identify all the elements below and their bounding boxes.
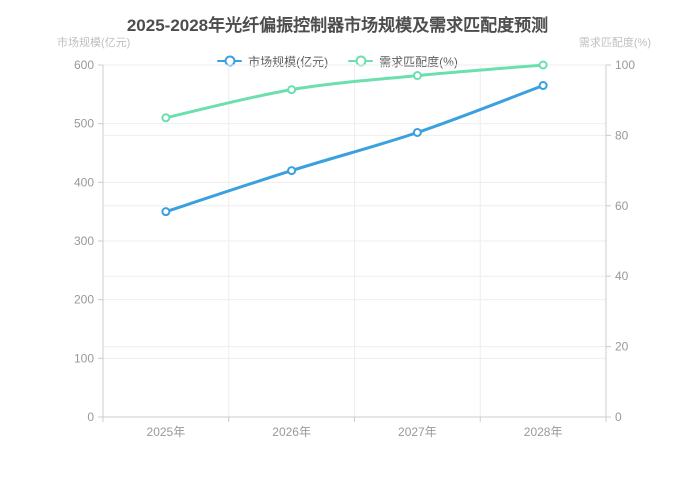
data-point-series-0 (161, 207, 171, 217)
x-axis-category-label: 2025年 (147, 425, 186, 439)
left-axis-tick-label: 400 (74, 175, 94, 189)
left-axis-tick-label: 200 (74, 293, 94, 307)
data-point-series-0 (412, 127, 422, 137)
right-axis-tick-label: 80 (615, 128, 629, 142)
right-axis-tick-label: 20 (615, 340, 629, 354)
data-point-series-1 (538, 60, 548, 70)
series-line-1 (164, 63, 545, 120)
right-axis-tick-label: 40 (615, 269, 629, 283)
data-point-series-0 (287, 166, 297, 176)
left-axis-tick-label: 600 (74, 58, 94, 72)
left-axis-name: 市场规模(亿元) (57, 37, 131, 49)
data-point-series-1 (161, 113, 171, 123)
left-axis-tick-label: 100 (74, 351, 94, 365)
left-axis-tick-label: 300 (74, 234, 94, 248)
x-axis-category-label: 2027年 (398, 425, 437, 439)
x-axis-category-label: 2026年 (272, 425, 311, 439)
data-point-series-1 (287, 85, 297, 95)
right-axis-tick-label: 0 (615, 410, 622, 424)
chart-title: 2025-2028年光纤偏振控制器市场规模及需求匹配度预测 (126, 16, 549, 35)
x-axis-category-label: 2028年 (524, 425, 563, 439)
series-line-0 (164, 84, 545, 214)
right-axis-name: 需求匹配度(%) (578, 37, 651, 49)
left-axis-tick-label: 0 (87, 410, 94, 424)
data-point-series-0 (538, 81, 548, 91)
left-axis-tick-label: 500 (74, 117, 94, 131)
data-point-series-1 (412, 71, 422, 81)
right-axis-tick-label: 60 (615, 199, 629, 213)
right-axis-tick-label: 100 (615, 58, 635, 72)
